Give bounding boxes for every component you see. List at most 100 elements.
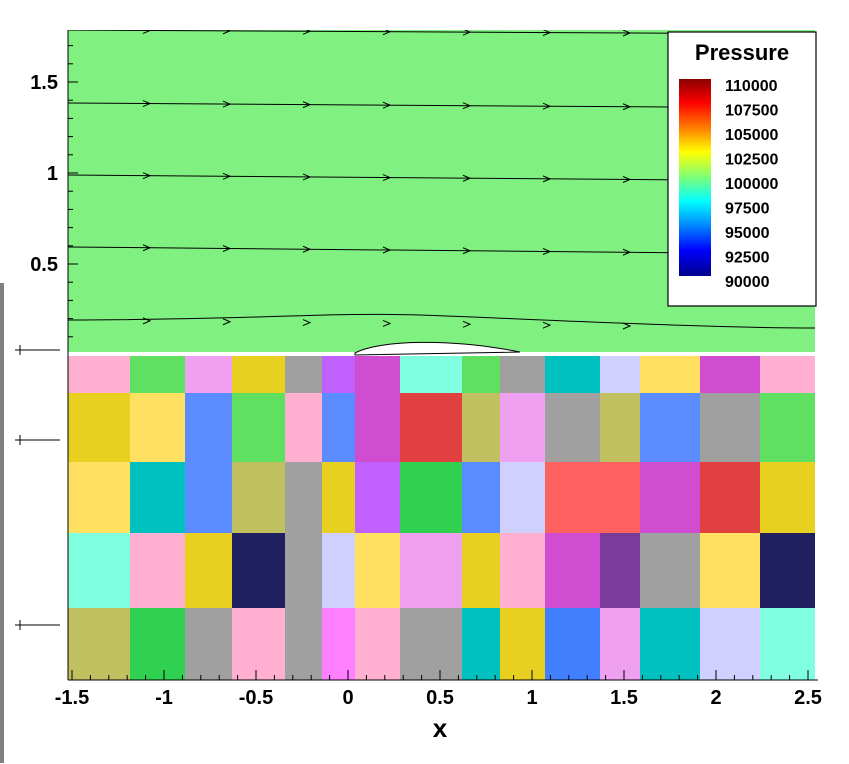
field-block [462, 355, 500, 393]
field-block [600, 608, 640, 680]
field-block [185, 393, 232, 462]
field-block [130, 462, 185, 533]
field-block [760, 533, 815, 608]
streamline-arrow [142, 317, 152, 325]
artifact-line [15, 620, 60, 630]
field-block [130, 608, 185, 680]
streamline-arrow [542, 175, 552, 183]
field-block [545, 393, 600, 462]
field-block [700, 462, 760, 533]
streamline-arrow [382, 246, 392, 254]
field-block [640, 608, 700, 680]
streamline-arrow [302, 173, 312, 181]
streamline-arrow [222, 30, 232, 35]
y-tick-label: 0.5 [30, 254, 58, 276]
legend-level-label: 97500 [725, 201, 770, 218]
artifact-line [15, 345, 60, 355]
field-block [130, 393, 185, 462]
x-tick-label: 2 [710, 687, 721, 709]
field-block [462, 608, 500, 680]
streamline-arrow [222, 172, 232, 180]
streamline-arrow [302, 30, 312, 35]
field-block [462, 533, 500, 608]
field-block [700, 608, 760, 680]
left-edge-artifacts [0, 283, 60, 763]
legend-level-label: 90000 [725, 274, 770, 291]
streamline-arrow [462, 30, 472, 36]
field-block [545, 533, 600, 608]
streamline-arrow [302, 101, 312, 109]
x-tick-label: 0.5 [426, 687, 454, 709]
field-block [68, 393, 130, 462]
field-block [185, 355, 232, 393]
y-tick-label: 1.5 [30, 72, 58, 94]
field-block [400, 393, 462, 462]
field-block [545, 608, 600, 680]
field-block [185, 462, 232, 533]
field-block [760, 462, 815, 533]
field-block [500, 462, 545, 533]
field-block [545, 462, 600, 533]
streamline-arrow [302, 245, 312, 253]
streamline-arrow [622, 248, 632, 256]
legend-title: Pressure [695, 40, 789, 65]
field-block [600, 533, 640, 608]
streamline-arrow [622, 30, 632, 37]
field-block [700, 393, 760, 462]
field-block [400, 608, 462, 680]
field-block [545, 355, 600, 393]
field-block [232, 393, 285, 462]
legend-level-label: 107500 [725, 103, 778, 120]
field-block [760, 393, 815, 462]
field-block [500, 533, 545, 608]
field-block [500, 393, 545, 462]
x-tick-label: 1.5 [610, 687, 638, 709]
streamline-arrow [142, 244, 152, 252]
streamline [68, 313, 815, 329]
x-tick-label: -1.5 [55, 687, 89, 709]
legend-level-label: 92500 [725, 250, 770, 267]
streamline-arrow [462, 320, 472, 328]
x-axis-label: x [433, 713, 448, 743]
x-tick-label: 0 [342, 687, 353, 709]
field-block [185, 533, 232, 608]
field-block [232, 462, 285, 533]
x-tick-label: 1 [526, 687, 537, 709]
field-block [130, 533, 185, 608]
streamline-arrow [462, 174, 472, 182]
y-tick-labels: 0.5 1 1.5 [30, 72, 58, 276]
streamline-arrow [382, 101, 392, 109]
streamline-arrow [222, 245, 232, 252]
legend-level-label: 105000 [725, 127, 778, 144]
streamline-arrow [542, 102, 552, 110]
field-block [700, 355, 760, 393]
streamline-arrow [462, 247, 472, 255]
field-block [322, 393, 355, 462]
streamline-arrow [622, 176, 632, 183]
x-tick-labels: -1.5 -1 -0.5 0 0.5 1 1.5 2 2.5 [55, 687, 822, 709]
field-block [68, 462, 130, 533]
x-tick-label: 2.5 [794, 687, 822, 709]
streamline-arrow [622, 103, 632, 111]
field-block [130, 355, 185, 393]
field-block [322, 608, 355, 680]
legend-level-label: 110000 [725, 78, 778, 95]
field-block [232, 608, 285, 680]
streamline-arrow [542, 30, 552, 37]
field-block [285, 608, 322, 680]
field-block [322, 462, 355, 533]
field-block [68, 355, 130, 393]
field-block [640, 533, 700, 608]
field-block [400, 533, 462, 608]
field-block [760, 608, 815, 680]
field-block [322, 355, 355, 393]
x-tick-label: -1 [155, 687, 173, 709]
streamline-arrow [142, 100, 152, 108]
field-block [462, 393, 500, 462]
field-block [285, 393, 322, 462]
field-block [760, 355, 815, 393]
field-block [400, 355, 462, 393]
streamline-arrow [382, 174, 392, 182]
field-block [355, 393, 400, 462]
streamline-arrow [462, 102, 472, 110]
